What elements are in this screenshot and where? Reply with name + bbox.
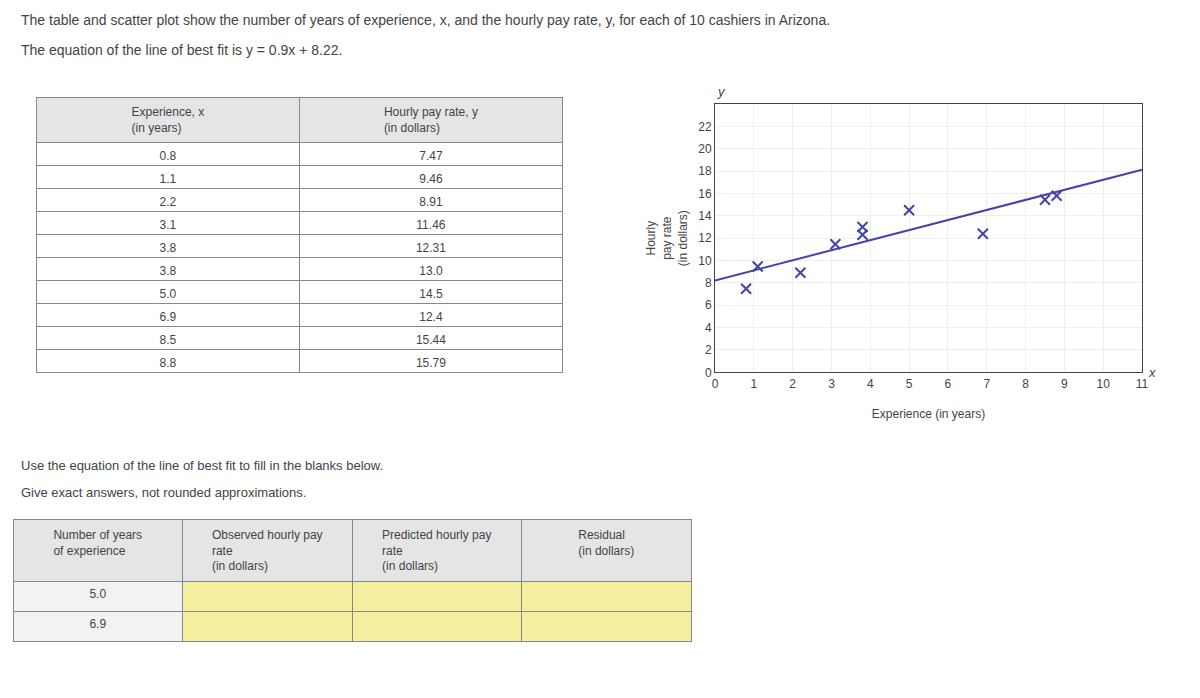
svg-text:Experience (in years): Experience (in years)	[872, 407, 985, 421]
svg-text:12.4: 12.4	[419, 310, 443, 324]
svg-text:18: 18	[698, 164, 712, 178]
svg-text:0.8: 0.8	[160, 149, 177, 163]
svg-text:9.46: 9.46	[419, 172, 443, 186]
svg-text:16: 16	[698, 187, 712, 201]
svg-text:12: 12	[698, 231, 712, 245]
svg-text:Hourlypay rate(in dollars): Hourlypay rate(in dollars)	[644, 210, 689, 266]
svg-text:13.0: 13.0	[419, 264, 443, 278]
svg-text:5: 5	[906, 377, 913, 391]
svg-text:The equation of the line of be: The equation of the line of best fit is …	[21, 42, 342, 58]
svg-text:3.8: 3.8	[160, 264, 177, 278]
svg-text:Residual(in dollars): Residual(in dollars)	[578, 528, 634, 558]
svg-text:1: 1	[750, 377, 757, 391]
svg-text:Use the equation of the line o: Use the equation of the line of best fit…	[21, 458, 383, 473]
svg-text:3.8: 3.8	[160, 241, 177, 255]
svg-text:3.1: 3.1	[160, 218, 177, 232]
svg-text:8.8: 8.8	[160, 356, 177, 370]
svg-text:6: 6	[945, 377, 952, 391]
svg-text:1.1: 1.1	[160, 172, 177, 186]
svg-text:0: 0	[712, 377, 719, 391]
svg-text:5.0: 5.0	[89, 587, 106, 601]
svg-text:6.9: 6.9	[89, 617, 106, 631]
svg-text:3: 3	[828, 377, 835, 391]
svg-text:Predicted hourly payrate(in do: Predicted hourly payrate(in dollars)	[382, 528, 491, 573]
svg-text:14: 14	[698, 209, 712, 223]
svg-text:10: 10	[1097, 377, 1111, 391]
svg-text:9: 9	[1061, 377, 1068, 391]
svg-text:2.2: 2.2	[160, 195, 177, 209]
svg-text:Number of yearsof experience: Number of yearsof experience	[53, 528, 142, 558]
svg-text:8.91: 8.91	[419, 195, 443, 209]
svg-text:10: 10	[698, 254, 712, 268]
svg-text:4: 4	[705, 321, 712, 335]
svg-text:22: 22	[698, 120, 712, 134]
svg-text:11.46: 11.46	[416, 218, 445, 232]
svg-text:15.79: 15.79	[416, 356, 446, 370]
svg-text:5.0: 5.0	[160, 287, 177, 301]
svg-text:Give exact answers, not rounde: Give exact answers, not rounded approxim…	[21, 485, 306, 500]
svg-text:12.31: 12.31	[416, 241, 446, 255]
svg-text:y: y	[717, 84, 726, 99]
svg-text:2: 2	[705, 343, 712, 357]
svg-text:11: 11	[1136, 377, 1149, 391]
svg-text:8: 8	[705, 276, 712, 290]
svg-text:The table and scatter plot sho: The table and scatter plot show the numb…	[21, 12, 830, 28]
svg-text:20: 20	[698, 142, 712, 156]
svg-text:7: 7	[983, 377, 990, 391]
svg-text:14.5: 14.5	[419, 287, 443, 301]
svg-text:8: 8	[1022, 377, 1029, 391]
svg-text:0: 0	[705, 366, 712, 380]
svg-text:8.5: 8.5	[160, 333, 177, 347]
svg-text:Hourly pay rate, y(in dollars): Hourly pay rate, y(in dollars)	[384, 105, 478, 135]
svg-text:x: x	[1148, 365, 1156, 380]
svg-text:4: 4	[867, 377, 874, 391]
svg-text:7.47: 7.47	[419, 149, 443, 163]
svg-text:2: 2	[789, 377, 796, 391]
svg-text:Observed hourly payrate(in dol: Observed hourly payrate(in dollars)	[212, 528, 323, 573]
svg-text:15.44: 15.44	[416, 333, 446, 347]
svg-text:6: 6	[705, 298, 712, 312]
svg-text:6.9: 6.9	[160, 310, 177, 324]
svg-text:Experience, x(in years): Experience, x(in years)	[132, 105, 205, 135]
